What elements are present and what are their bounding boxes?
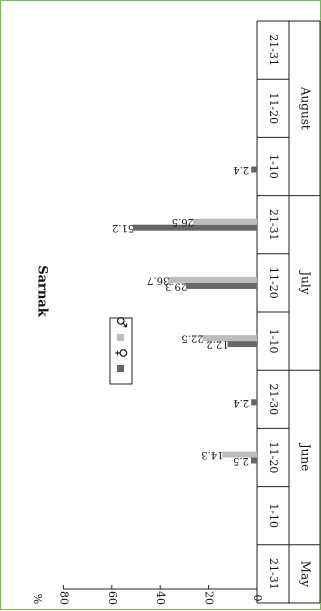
- category-label: 1-10: [267, 329, 280, 354]
- category-label: 21-31: [267, 34, 280, 66]
- data-label: 2.4: [233, 397, 249, 408]
- legend-box: [109, 317, 133, 385]
- data-label: 2.5: [233, 455, 249, 466]
- bar-male: [222, 451, 257, 458]
- bar-male: [192, 218, 257, 225]
- data-label: 29.3: [165, 280, 187, 291]
- category-label: 11-20: [267, 92, 280, 124]
- category-label: 11-20: [267, 442, 280, 474]
- category-label: 21-31: [267, 209, 280, 241]
- bar-female: [251, 399, 257, 406]
- bar-female: [186, 282, 257, 289]
- month-label: June: [299, 442, 313, 471]
- legend-swatch: [117, 334, 124, 341]
- legend-entry-male: ♂: [113, 316, 129, 329]
- value-tick-label: 80: [57, 591, 70, 605]
- data-label: 51.2: [112, 222, 134, 233]
- bar-female: [227, 341, 257, 348]
- bar-male: [168, 276, 257, 283]
- data-label: 14.3: [201, 449, 223, 460]
- data-label: 26.5: [172, 216, 194, 227]
- month-label: August: [299, 86, 313, 130]
- value-tick-label: 60: [106, 591, 119, 605]
- value-tick-label: 20: [203, 591, 216, 605]
- data-label: 2.4: [233, 164, 249, 175]
- value-tick-label: 40: [154, 591, 167, 605]
- chart-title: Sarnak: [35, 265, 50, 318]
- bar-female: [133, 224, 257, 231]
- value-tick-label: 0: [251, 595, 264, 602]
- category-label: 21-31: [267, 558, 280, 590]
- value-axis-label: %: [31, 594, 44, 604]
- category-label: 1-10: [267, 503, 280, 528]
- category-label: 1-10: [267, 154, 280, 179]
- legend-swatch: [117, 365, 124, 372]
- data-label: 22.5: [181, 333, 203, 344]
- data-label: 12.2: [206, 339, 228, 350]
- bar-female: [250, 457, 257, 464]
- legend-entry-female: ♀: [113, 348, 129, 358]
- category-label: 21-30: [267, 383, 280, 415]
- month-label: July: [299, 269, 313, 294]
- month-label: May: [299, 561, 313, 587]
- bar-male: [202, 335, 257, 342]
- category-label: 11-20: [267, 267, 280, 299]
- bar-female: [251, 166, 257, 173]
- data-label: 36.7: [147, 274, 169, 285]
